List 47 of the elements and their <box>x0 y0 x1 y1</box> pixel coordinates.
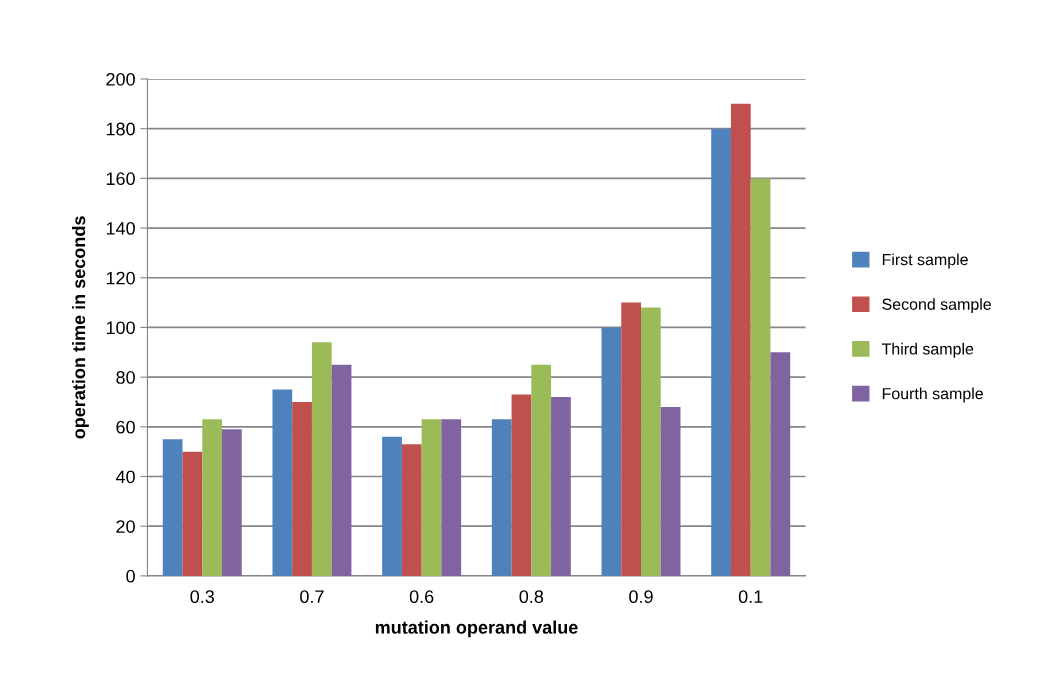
x-tick-label: 0.7 <box>300 590 324 604</box>
y-tick-label: 180 <box>106 122 135 136</box>
bar <box>162 439 183 576</box>
y-tick-label: 0 <box>126 569 135 583</box>
bar <box>331 364 352 576</box>
y-axis-title: operation time in seconds <box>71 216 89 439</box>
bar <box>441 419 462 576</box>
y-tick-label: 60 <box>116 420 135 434</box>
y-tick-label: 140 <box>106 222 135 235</box>
y-tick-label: 40 <box>115 470 135 484</box>
x-tick-label: 0.3 <box>190 590 215 604</box>
bar <box>621 302 642 576</box>
y-tick-label: 200 <box>106 72 135 86</box>
bar <box>551 397 571 576</box>
y-tick-label: 80 <box>116 371 135 384</box>
y-tick-label: 20 <box>116 520 135 533</box>
x-tick-label: 0.6 <box>409 590 434 604</box>
bar <box>421 419 442 576</box>
bar <box>292 401 312 576</box>
legend-label: First sample <box>882 253 968 269</box>
y-tick-label: 100 <box>106 321 135 335</box>
x-tick-label: 0.8 <box>519 590 544 604</box>
bar <box>711 128 731 576</box>
bar <box>222 429 242 576</box>
bar <box>660 406 681 576</box>
x-tick-label: 0.1 <box>738 590 763 604</box>
y-tick-label: 120 <box>106 271 135 285</box>
bar <box>770 352 791 576</box>
y-tick-label: 160 <box>106 172 135 186</box>
bar <box>202 419 223 576</box>
bar <box>182 451 203 576</box>
bar <box>491 419 512 576</box>
bar <box>641 307 661 576</box>
bar <box>311 342 332 576</box>
legend-label: Third sample <box>881 342 974 358</box>
bar <box>382 436 402 576</box>
bar <box>730 103 751 576</box>
bar <box>531 364 552 576</box>
legend-label: Fourth sample <box>882 387 983 403</box>
bar <box>750 178 771 576</box>
legend-label: Second sample <box>882 298 991 314</box>
bar <box>511 394 532 576</box>
bar <box>272 389 293 576</box>
x-axis-title: mutation operand value <box>375 620 578 638</box>
bar <box>601 327 622 576</box>
bar <box>401 444 422 576</box>
x-tick-label: 0.9 <box>629 590 653 604</box>
